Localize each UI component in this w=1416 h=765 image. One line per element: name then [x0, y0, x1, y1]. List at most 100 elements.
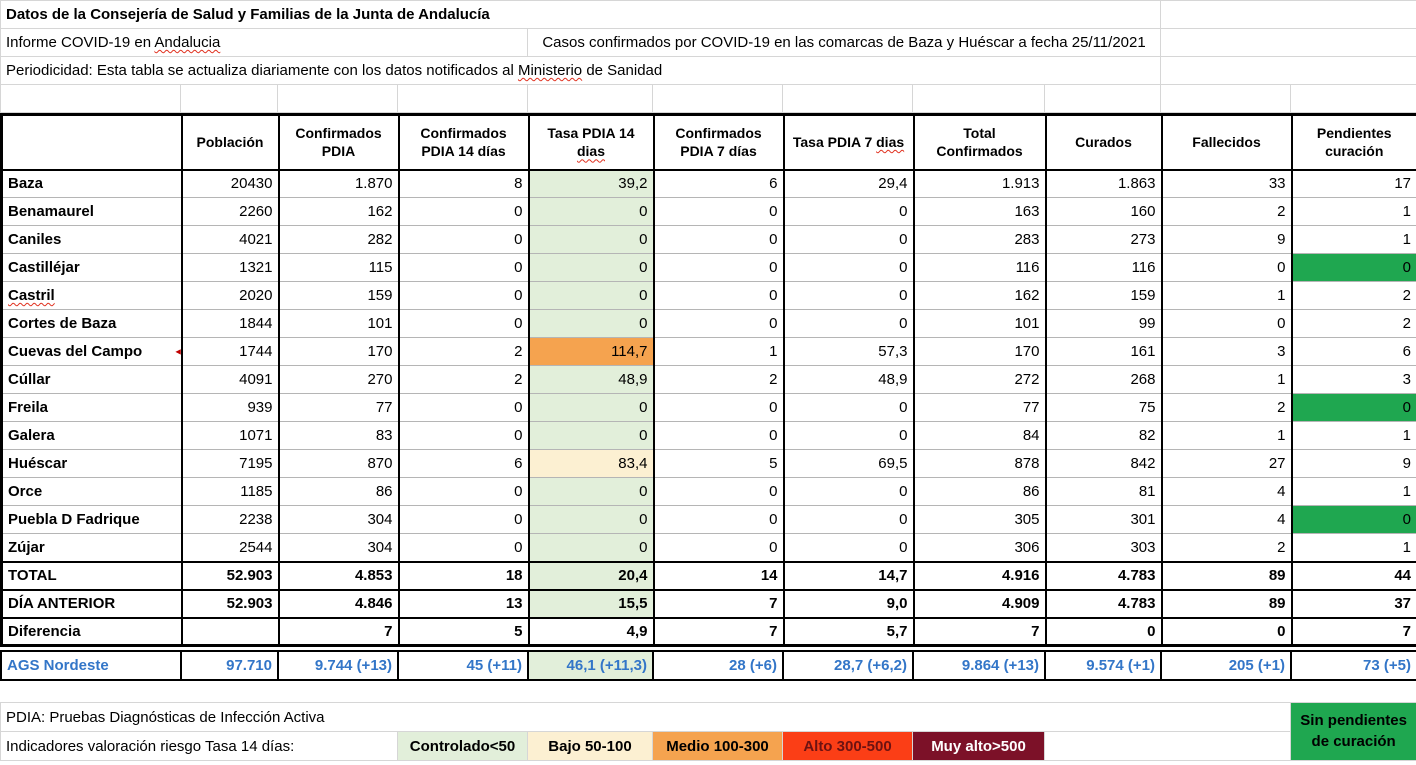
- cell[interactable]: 1: [1290, 421, 1416, 450]
- row-label[interactable]: Castilléjar: [0, 253, 183, 282]
- cell[interactable]: 3: [1160, 337, 1293, 366]
- cell[interactable]: 4.853: [277, 560, 400, 591]
- cell[interactable]: 0: [527, 533, 655, 562]
- cell[interactable]: 0: [527, 309, 655, 338]
- cell[interactable]: 0: [652, 309, 785, 338]
- cell[interactable]: 7: [912, 616, 1047, 647]
- cell[interactable]: 0: [782, 281, 915, 310]
- cell[interactable]: 0: [397, 533, 530, 562]
- cell[interactable]: 0: [652, 477, 785, 506]
- cell[interactable]: 4091: [180, 365, 280, 394]
- cell[interactable]: 282: [277, 225, 400, 254]
- pdia-note[interactable]: PDIA: Pruebas Diagnósticas de Infección …: [0, 702, 1292, 732]
- cell[interactable]: 73 (+5): [1290, 650, 1416, 681]
- column-header-municipio[interactable]: [0, 113, 183, 171]
- cell[interactable]: 170: [277, 337, 400, 366]
- cell[interactable]: 115: [277, 253, 400, 282]
- cell[interactable]: 0: [782, 197, 915, 226]
- cell[interactable]: 116: [912, 253, 1047, 282]
- cell[interactable]: 0: [527, 281, 655, 310]
- cell[interactable]: 48,9: [782, 365, 915, 394]
- cell[interactable]: 6: [1290, 337, 1416, 366]
- cell[interactable]: 4.783: [1044, 560, 1163, 591]
- legend-item-1[interactable]: Bajo 50-100: [527, 731, 653, 761]
- cell[interactable]: 0: [397, 253, 530, 282]
- indicators-label[interactable]: Indicadores valoración riesgo Tasa 14 dí…: [0, 731, 398, 761]
- cell[interactable]: 162: [277, 197, 400, 226]
- cell[interactable]: 2: [652, 365, 785, 394]
- cell[interactable]: 1.913: [912, 169, 1047, 198]
- cell[interactable]: 4,9: [527, 616, 655, 647]
- legend-item-4[interactable]: Muy alto>500: [912, 731, 1045, 761]
- column-header-confirmados-pdia-14[interactable]: Confirmados PDIA 14 días: [397, 113, 530, 171]
- cell[interactable]: 37: [1290, 588, 1416, 619]
- row-label[interactable]: Cortes de Baza: [0, 309, 183, 338]
- column-header-total-confirmados[interactable]: Total Confirmados: [912, 113, 1047, 171]
- cell[interactable]: 89: [1160, 588, 1293, 619]
- cell[interactable]: 15,5: [527, 588, 655, 619]
- cell[interactable]: 4021: [180, 225, 280, 254]
- cell[interactable]: 0: [782, 533, 915, 562]
- cell[interactable]: 39,2: [527, 169, 655, 198]
- cell[interactable]: 0: [397, 197, 530, 226]
- cell[interactable]: 273: [1044, 225, 1163, 254]
- cell[interactable]: 28,7 (+6,2): [782, 650, 914, 681]
- cell[interactable]: 20430: [180, 169, 280, 198]
- cell[interactable]: 17: [1290, 169, 1416, 198]
- cell[interactable]: 303: [1044, 533, 1163, 562]
- cell[interactable]: 0: [1290, 253, 1416, 282]
- cell[interactable]: 0: [782, 253, 915, 282]
- cell[interactable]: 2020: [180, 281, 280, 310]
- cell[interactable]: 878: [912, 449, 1047, 478]
- cell[interactable]: 1: [1160, 365, 1293, 394]
- cell[interactable]: 842: [1044, 449, 1163, 478]
- row-label[interactable]: Zújar: [0, 533, 183, 562]
- cell[interactable]: 52.903: [180, 588, 280, 619]
- cell[interactable]: 4.783: [1044, 588, 1163, 619]
- cell[interactable]: 1744: [180, 337, 280, 366]
- cell[interactable]: 0: [652, 393, 785, 422]
- cell[interactable]: 0: [782, 225, 915, 254]
- row-label[interactable]: Cuevas del Campo◄: [0, 337, 183, 366]
- column-header-tasa-pdia-14[interactable]: Tasa PDIA 14 dias: [527, 113, 655, 171]
- cell[interactable]: 1321: [180, 253, 280, 282]
- cell[interactable]: 14: [652, 560, 785, 591]
- cell[interactable]: 9.574 (+1): [1044, 650, 1162, 681]
- cell[interactable]: 0: [1160, 309, 1293, 338]
- cell[interactable]: 0: [652, 253, 785, 282]
- cell[interactable]: 82: [1044, 421, 1163, 450]
- column-header-poblacion[interactable]: Población: [180, 113, 280, 171]
- report-subtitle[interactable]: Informe COVID-19 en Andalucia: [0, 28, 528, 57]
- cell[interactable]: 45 (+11): [397, 650, 529, 681]
- cell[interactable]: 160: [1044, 197, 1163, 226]
- cell[interactable]: 0: [397, 505, 530, 534]
- cell[interactable]: 86: [277, 477, 400, 506]
- cell[interactable]: 4.909: [912, 588, 1047, 619]
- cell[interactable]: 0: [397, 225, 530, 254]
- cell[interactable]: 86: [912, 477, 1047, 506]
- cell[interactable]: 0: [782, 421, 915, 450]
- cell[interactable]: 46,1 (+11,3): [527, 650, 654, 681]
- cell[interactable]: 161: [1044, 337, 1163, 366]
- cell[interactable]: 4: [1160, 505, 1293, 534]
- legend-item-2[interactable]: Medio 100-300: [652, 731, 783, 761]
- row-label[interactable]: Castril: [0, 281, 183, 310]
- row-label[interactable]: Baza: [0, 169, 183, 198]
- cell[interactable]: 272: [912, 365, 1047, 394]
- cell[interactable]: 0: [527, 477, 655, 506]
- cell[interactable]: 268: [1044, 365, 1163, 394]
- cell[interactable]: 5: [397, 616, 530, 647]
- cell[interactable]: 114,7: [527, 337, 655, 366]
- column-header-fallecidos[interactable]: Fallecidos: [1160, 113, 1293, 171]
- row-label[interactable]: Caniles: [0, 225, 183, 254]
- cell[interactable]: 0: [527, 225, 655, 254]
- row-label[interactable]: DÍA ANTERIOR: [0, 588, 183, 619]
- cell[interactable]: 48,9: [527, 365, 655, 394]
- cell[interactable]: 3: [1290, 365, 1416, 394]
- cell[interactable]: 1: [1160, 281, 1293, 310]
- cell[interactable]: 7: [277, 616, 400, 647]
- cell[interactable]: 301: [1044, 505, 1163, 534]
- cell[interactable]: 1185: [180, 477, 280, 506]
- cell[interactable]: 1: [1290, 477, 1416, 506]
- cell[interactable]: 83: [277, 421, 400, 450]
